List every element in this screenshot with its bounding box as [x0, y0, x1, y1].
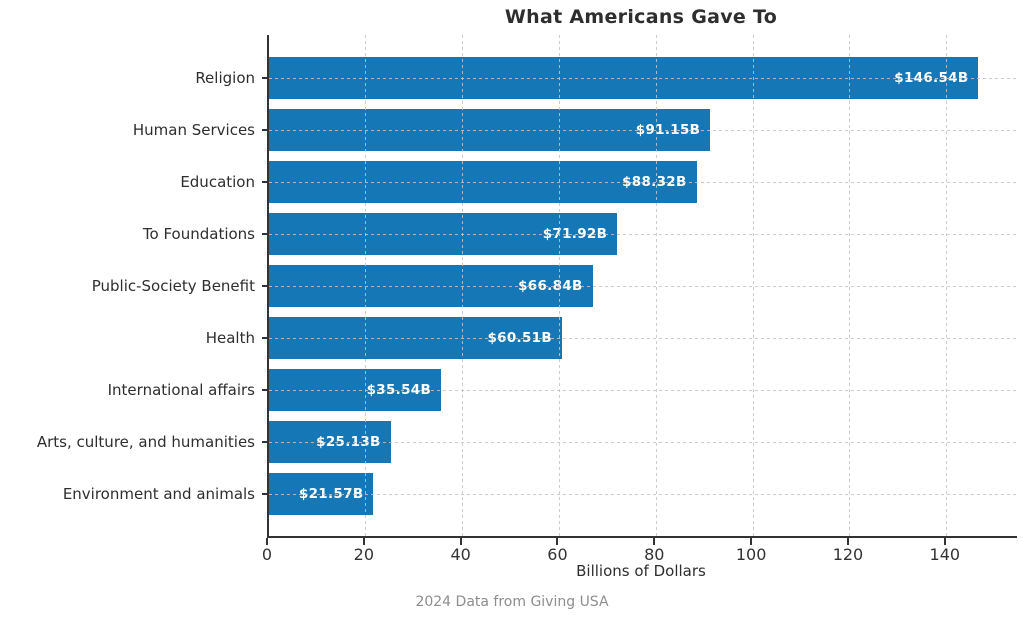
- category-label: Human Services: [132, 121, 255, 139]
- category-label: Public-Society Benefit: [91, 277, 255, 295]
- category-label: International affairs: [107, 381, 255, 399]
- x-tick-mark: [556, 538, 559, 545]
- category-label: Arts, culture, and humanities: [36, 433, 255, 451]
- x-tick-mark: [362, 538, 365, 545]
- y-tick-mark: [262, 181, 268, 183]
- bar-value-label: $91.15B: [635, 122, 701, 138]
- x-tick-mark: [653, 538, 656, 545]
- x-tick-label: 20: [353, 545, 374, 564]
- chart-title: What Americans Gave To: [504, 6, 778, 28]
- bar: $71.92B: [269, 213, 618, 255]
- bar-value-label: $146.54B: [894, 70, 969, 86]
- bar-value-label: $60.51B: [487, 330, 552, 346]
- x-tick-mark: [750, 538, 753, 545]
- y-tick-mark: [262, 441, 268, 443]
- y-tick-mark: [262, 285, 268, 287]
- x-tick-label: 40: [450, 545, 471, 564]
- bar: $91.15B: [269, 109, 711, 151]
- y-tick-mark: [262, 233, 268, 235]
- x-tick-label: 120: [832, 545, 864, 564]
- bar-value-label: $66.84B: [518, 278, 583, 294]
- category-label: Education: [180, 173, 255, 191]
- y-tick-mark: [262, 337, 268, 339]
- x-tick-label: 140: [929, 545, 961, 564]
- bar-value-label: $21.57B: [298, 486, 364, 502]
- bar-value-label: $88.32B: [622, 174, 687, 190]
- y-tick-mark: [262, 77, 268, 79]
- bar-value-label: $35.54B: [366, 382, 432, 398]
- y-tick-mark: [262, 389, 268, 391]
- x-tick-label: 60: [547, 545, 568, 564]
- x-tick-label: 80: [644, 545, 665, 564]
- x-tick-label: 0: [261, 545, 273, 564]
- bar: $60.51B: [269, 317, 562, 359]
- category-label: Environment and animals: [62, 485, 255, 503]
- bar: $35.54B: [269, 369, 442, 411]
- source-note: 2024 Data from Giving USA: [415, 594, 609, 610]
- bar: $25.13B: [269, 421, 391, 463]
- x-tick-mark: [266, 538, 268, 545]
- x-tick-label: 100: [735, 545, 767, 564]
- x-tick-mark: [459, 538, 462, 545]
- category-label: Religion: [195, 69, 255, 87]
- category-label: Health: [205, 329, 255, 347]
- x-axis-label: Billions of Dollars: [576, 562, 706, 580]
- category-label: To Foundations: [142, 225, 255, 243]
- plot-area: $146.54B $91.15B $88.32B $71.92B $66.84B $60.…: [267, 35, 1017, 538]
- y-tick-mark: [262, 493, 268, 495]
- bar: $88.32B: [269, 161, 697, 203]
- bar: $21.57B: [269, 473, 374, 515]
- bars-layer: $146.54B $91.15B $88.32B $71.92B $66.84B $60.…: [269, 35, 1017, 536]
- x-tick-mark: [943, 538, 946, 545]
- bar-value-label: $71.92B: [542, 226, 608, 242]
- bar: $66.84B: [269, 265, 593, 307]
- bar: $146.54B: [269, 57, 979, 99]
- bar-value-label: $25.13B: [316, 434, 381, 450]
- y-tick-mark: [262, 129, 268, 131]
- x-tick-mark: [846, 538, 849, 545]
